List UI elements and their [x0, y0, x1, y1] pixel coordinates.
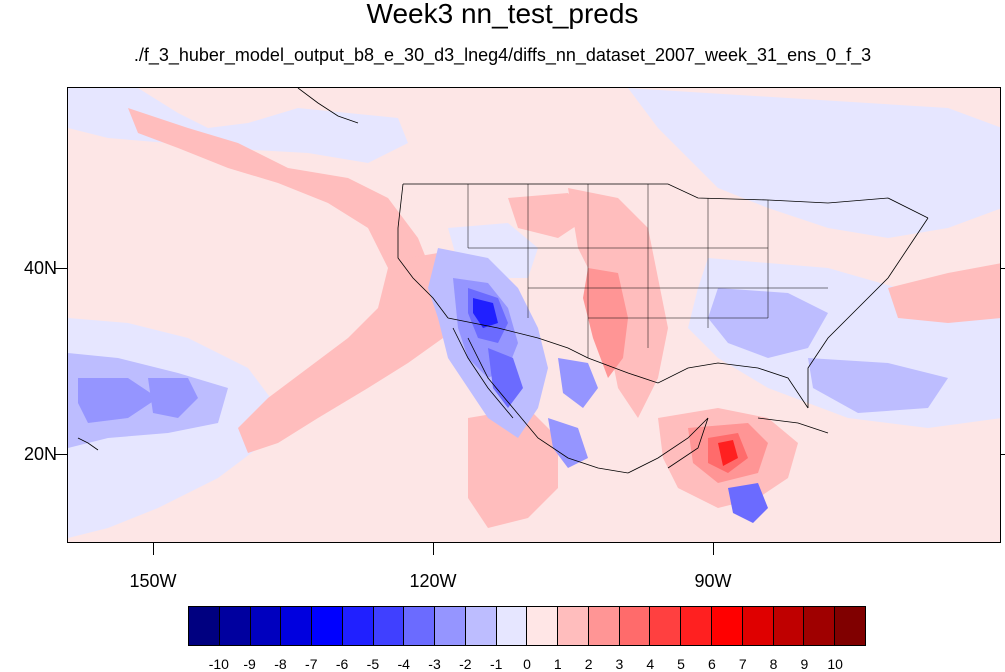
- anomaly-patch: [548, 418, 588, 468]
- anomaly-patch: [473, 298, 498, 328]
- anomaly-patch: [888, 263, 1000, 323]
- anomaly-patch: [488, 348, 523, 408]
- colorbar-swatch: [496, 607, 528, 645]
- map-subtitle: ./f_3_huber_model_output_b8_e_30_d3_lneg…: [133, 45, 872, 65]
- anomaly-patch: [148, 378, 198, 418]
- colorbar-tick-label: -9: [243, 656, 256, 672]
- lat-tick-20n-left: [55, 454, 67, 455]
- colorbar-swatch: [465, 607, 497, 645]
- yucatan: [627, 417, 709, 474]
- colorbar-tick-label: -2: [459, 656, 472, 672]
- colorbar-tick-label: -3: [428, 656, 441, 672]
- anomaly-patch: [728, 483, 768, 523]
- colorbar-swatch: [558, 607, 589, 645]
- colorbar-swatch: [281, 607, 313, 645]
- lon-label-150w: 150W: [129, 571, 177, 591]
- colorbar-swatch: [835, 607, 865, 645]
- colorbar-tick-label: 0: [523, 656, 531, 672]
- geographic-boundaries: [77, 88, 929, 474]
- colorbar: [188, 606, 866, 646]
- lon-tick-90w: [713, 543, 714, 555]
- lat-label-40n: 40N: [24, 258, 58, 278]
- anomaly-patch: [808, 358, 948, 413]
- mexico-coast-west: [467, 337, 629, 474]
- colorbar-tick-label: 2: [584, 656, 593, 672]
- lat-tick-20n-right: [1001, 454, 1005, 455]
- lat-tick-40n-right: [1001, 268, 1005, 269]
- colorbar-swatch: [773, 607, 805, 645]
- anomaly-patch: [583, 268, 628, 378]
- east-coast: [807, 217, 929, 408]
- lat-tick-40n-left: [55, 268, 67, 269]
- cuba: [757, 417, 829, 434]
- colorbar-tick-label: 7: [738, 656, 747, 672]
- colorbar-swatch: [189, 607, 220, 645]
- colorbar-swatch: [219, 607, 251, 645]
- colorbar-tick-label: 4: [646, 656, 655, 672]
- anomaly-patch: [468, 408, 558, 528]
- colorbar-swatch: [373, 607, 405, 645]
- alaska-coast: [297, 88, 359, 124]
- colorbar-tick-label: 5: [677, 656, 685, 672]
- lon-label-120w: 120W: [409, 571, 457, 591]
- field-patches: [68, 88, 1000, 538]
- lon-label-90w: 90W: [694, 571, 732, 591]
- colorbar-tick-label: -4: [397, 656, 410, 672]
- colorbar-swatch: [619, 607, 651, 645]
- colorbar-swatch: [804, 607, 836, 645]
- colorbar-tick-label: -1: [489, 656, 503, 672]
- anomaly-patch: [708, 288, 828, 358]
- colorbar-swatch: [312, 607, 343, 645]
- colorbar-tick-label: 10: [827, 656, 843, 672]
- colorbar-swatch: [650, 607, 682, 645]
- anomaly-patch: [68, 88, 408, 163]
- colorbar-swatch: [404, 607, 436, 645]
- colorbar-swatch: [435, 607, 466, 645]
- colorbar-tick-label: 6: [708, 656, 716, 672]
- colorbar-tick-label: -8: [274, 656, 287, 672]
- gulf-coast: [587, 357, 809, 409]
- colorbar-tick-label: 1: [553, 656, 562, 672]
- us-west-coast: [397, 183, 449, 319]
- colorbar-swatch: [588, 607, 620, 645]
- hawaii: [77, 437, 99, 451]
- colorbar-tick-label: -5: [366, 656, 380, 672]
- anomaly-patch: [78, 378, 158, 423]
- lon-tick-120w: [433, 543, 434, 555]
- anomaly-patch: [718, 440, 738, 466]
- colorbar-tick-label: 9: [800, 656, 809, 672]
- colorbar-tick-label: -7: [305, 656, 318, 672]
- colorbar-swatch: [250, 607, 282, 645]
- colorbar-tick-label: 3: [615, 656, 624, 672]
- colorbar-swatch: [712, 607, 743, 645]
- anomaly-patch: [628, 88, 1000, 238]
- lat-label-20n: 20N: [24, 444, 58, 464]
- anomaly-patch: [558, 358, 598, 408]
- colorbar-swatch: [527, 607, 559, 645]
- state-lines: [467, 184, 828, 358]
- anomaly-field-map: [68, 88, 1000, 538]
- baja-peninsula: [452, 327, 514, 419]
- colorbar-tick-label: 8: [769, 656, 778, 672]
- map-panel: [67, 87, 1001, 543]
- lon-tick-150w: [153, 543, 154, 555]
- anomaly-patch: [128, 108, 443, 453]
- colorbar-tick-label: -6: [335, 656, 349, 672]
- colorbar-swatch: [681, 607, 713, 645]
- us-mexico-border: [447, 317, 589, 359]
- map-title: Week3 nn_test_preds: [366, 0, 639, 29]
- colorbar-swatch: [342, 607, 374, 645]
- colorbar-swatch: [742, 607, 774, 645]
- colorbar-tick-label: -10: [208, 656, 229, 672]
